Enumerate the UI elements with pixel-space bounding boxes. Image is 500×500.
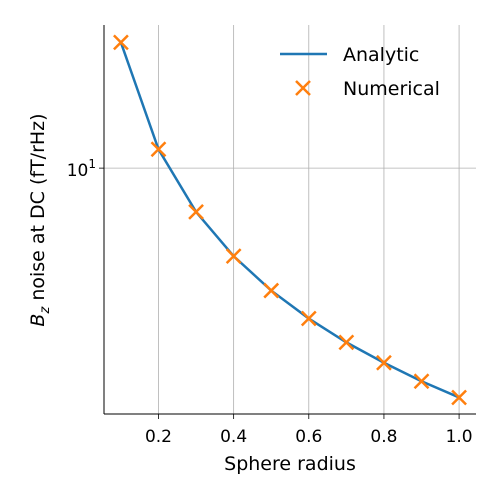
marker [451, 389, 467, 406]
y-label-main: B [27, 314, 49, 327]
marker [338, 334, 355, 351]
y-tick-base: 10 [67, 161, 89, 181]
marker [225, 248, 242, 265]
y-tick-label: 101 [67, 157, 96, 181]
x-axis-label: Sphere radius [224, 453, 356, 475]
y-label-sub: z [38, 306, 53, 315]
legend-swatch [295, 80, 311, 96]
x-tick-label: 0.4 [220, 427, 247, 447]
marker [376, 354, 392, 371]
marker [263, 282, 280, 299]
y-label-rest: noise at DC (fT/rHz) [27, 113, 49, 306]
marker [188, 203, 204, 220]
marker [300, 310, 317, 327]
series-line [119, 41, 460, 399]
marker [113, 34, 129, 51]
y-tick-exp: 1 [88, 157, 96, 171]
x-tick-label: 0.8 [370, 427, 397, 447]
legend-label: Analytic [343, 44, 419, 66]
marker [150, 141, 167, 158]
x-tick-label: 0.6 [295, 427, 322, 447]
y-axis-label: Bz noise at DC (fT/rHz) [27, 113, 53, 326]
x-tick-label: 1.0 [446, 427, 473, 447]
x-tick-label: 0.2 [145, 427, 172, 447]
marker [413, 373, 430, 390]
legend-label: Numerical [343, 78, 440, 100]
